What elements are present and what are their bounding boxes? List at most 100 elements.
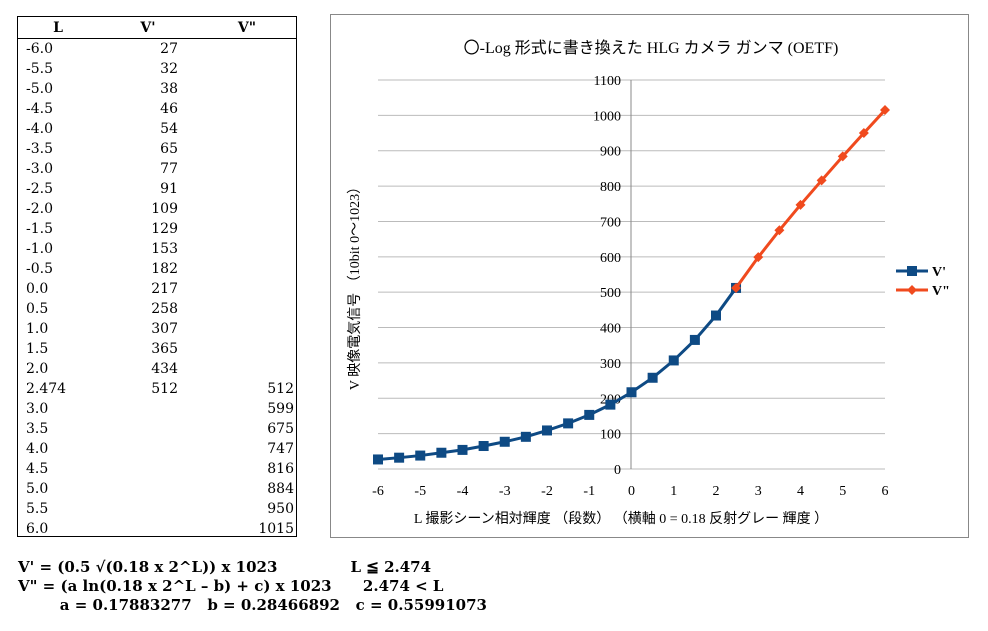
table-cell: 4.5 [26,461,49,477]
table-cell: -6.0 [26,41,53,57]
series-line [734,109,887,289]
table-cell: -4.5 [26,101,53,117]
table-row: 6.0 1015 [18,519,296,539]
data-point [858,128,869,139]
data-point [711,310,721,321]
y-tick-label: 500 [600,286,621,301]
table-row: 4.0 747 [18,439,296,459]
table-header: L V' V" [18,17,296,39]
header-v2: V" [237,19,257,36]
table-cell: 307 [151,321,178,337]
table-cell: -3.5 [26,141,53,157]
table-cell: 5.5 [26,501,49,517]
table-cell: 4.0 [26,441,49,457]
x-tick-label: 4 [797,484,804,499]
table-row: -6.0 27 [18,39,296,59]
table-cell: 46 [160,101,178,117]
y-tick-label: 1000 [593,109,621,124]
table-cell: 599 [267,401,294,417]
y-tick-label: 100 [600,428,621,443]
data-point [520,431,531,442]
table-cell: 182 [151,261,178,277]
table-cell: 512 [267,381,294,397]
table-row: -1.0 153 [18,239,296,259]
table-row: 1.5 365 [18,339,296,359]
data-point [689,334,700,345]
y-tick-label: 900 [600,145,621,160]
data-point [436,447,447,458]
data-point [394,452,405,463]
data-point [837,151,848,162]
y-tick-label: 0 [614,463,621,478]
table-cell: -3.0 [26,161,53,177]
table-cell: -1.0 [26,241,53,257]
table-row: 0.0 217 [18,279,296,299]
data-point [457,444,468,455]
table-cell: 109 [151,201,178,217]
table-cell: 512 [151,381,178,397]
data-point [499,436,510,447]
table-row: -3.0 77 [18,159,296,179]
table-row: 4.5 816 [18,459,296,479]
table-cell: 258 [151,301,178,317]
table-cell: 675 [267,421,294,437]
table-row: 0.5 258 [18,299,296,319]
data-point [415,450,426,461]
table-cell: 1015 [258,521,294,537]
table-cell: 217 [151,281,178,297]
data-point [753,252,764,263]
table-cell: 0.5 [26,301,49,317]
table-cell: -0.5 [26,261,53,277]
y-tick-label: 700 [600,215,621,230]
table-cell: 32 [160,61,178,77]
y-tick-label: 300 [600,357,621,372]
table-row: -4.0 54 [18,119,296,139]
table-cell: 2.474 [26,381,67,397]
x-axis-label: L 撮影シーン相対輝度 （段数） （横軸 0 = 0.18 反射グレー 輝度 ） [414,510,828,527]
x-tick-label: 3 [755,484,762,499]
legend: V' V" [896,265,950,299]
x-tick-label: -4 [457,484,469,499]
x-tick-label: 0 [628,484,635,499]
table-row: -2.5 91 [18,179,296,199]
legend-marker [907,285,917,295]
legend-marker [907,266,917,276]
data-point [542,425,552,436]
x-tick-label: 2 [713,484,720,499]
x-tick-label: 1 [670,484,677,499]
data-point [774,225,785,236]
x-tick-label: -2 [541,484,553,499]
table-row: -5.5 32 [18,59,296,79]
table-cell: 884 [267,481,294,497]
x-tick-label: 6 [882,484,889,499]
table-row: 3.5 675 [18,419,296,439]
table-cell: 3.5 [26,421,49,437]
table-cell: 950 [267,501,294,517]
table-cell: 2.0 [26,361,49,377]
data-point [668,355,679,366]
chart: 〇-Log 形式に書き換えた HLG カメラ ガンマ (OETF) 0 100 2 0… [347,39,950,527]
table-cell: 91 [160,181,178,197]
x-tick-label: -6 [372,484,384,499]
table-row: 1.0 307 [18,319,296,339]
table-cell: 65 [160,141,178,157]
table-cell: -1.5 [26,221,53,237]
table-cell: -5.0 [26,81,53,97]
data-point [795,199,806,210]
header-l: L [53,19,63,36]
data-point [373,454,383,465]
data-point [626,387,637,398]
table-cell: 153 [151,241,178,257]
table-row: 2.474 512 512 [18,379,296,399]
table-cell: 1.0 [26,321,49,337]
chart-panel: 〇-Log 形式に書き換えた HLG カメラ ガンマ (OETF) 0 100 2 0… [330,14,969,538]
data-point [584,409,595,420]
legend-label: V' [932,265,946,280]
x-tick-label: -3 [499,484,511,499]
table-cell: -2.5 [26,181,53,197]
y-tick-label: 600 [600,251,621,266]
table-row: 3.0 599 [18,399,296,419]
table-cell: 38 [160,81,178,97]
data-point [731,282,742,293]
x-tick-label: -1 [583,484,595,499]
